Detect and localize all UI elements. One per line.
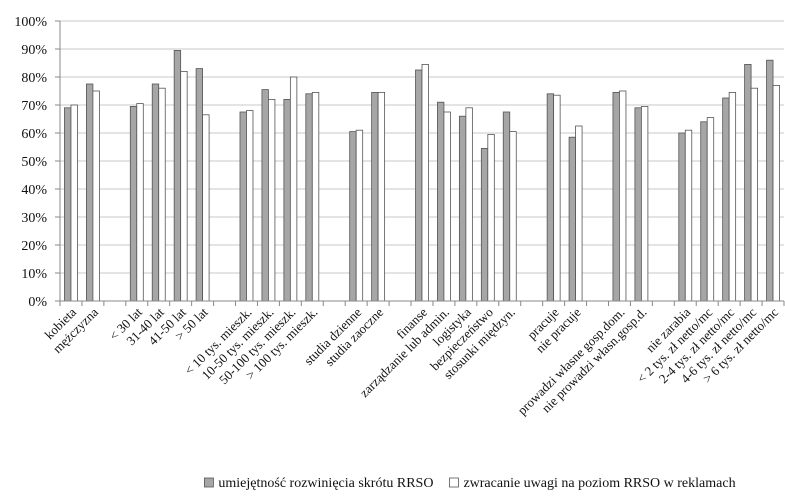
bar-rrso-ad-attention [772,85,780,302]
bar-rrso-expansion-knowledge [349,131,357,302]
legend: umiejętność rozwinięcia skrótu RRSO zwrac… [204,476,736,491]
bar-rrso-expansion-knowledge [546,93,555,302]
bar-rrso-ad-attention [246,110,254,302]
legend-item: zwracanie uwagi na poziom RRSO w reklama… [449,476,736,491]
bar-rrso-expansion-knowledge [371,92,379,302]
bar-rrso-ad-attention [684,129,693,302]
bar-rrso-ad-attention [158,87,166,302]
bar-rrso-ad-attention [268,99,276,302]
y-axis-tick-label: 80% [21,71,47,86]
bar-rrso-ad-attention [465,107,473,302]
bar-rrso-expansion-knowledge [634,107,642,302]
y-axis-tick-label: 40% [21,183,47,198]
bar-rrso-expansion-knowledge [480,147,489,302]
bar-rrso-ad-attention [136,103,144,302]
bar-rrso-ad-attention [421,64,429,302]
bar-rrso-expansion-knowledge [722,97,730,302]
bar-rrso-expansion-knowledge [766,59,774,302]
bar-rrso-expansion-knowledge [129,106,138,302]
bar-rrso-ad-attention [553,94,561,302]
bar-rrso-ad-attention [202,114,210,302]
legend-swatch [449,477,459,488]
y-axis-tick-label: 50% [21,155,47,170]
bar-rrso-ad-attention [575,125,583,302]
bar-rrso-expansion-knowledge [502,111,511,302]
bar-rrso-expansion-knowledge [612,92,620,302]
bar-rrso-expansion-knowledge [86,83,94,302]
bar-rrso-ad-attention [443,111,451,302]
bars [64,50,780,302]
legend-label: umiejętność rozwinięcia skrótu RRSO [218,476,433,491]
bar-rrso-expansion-knowledge [195,68,204,302]
bar-rrso-ad-attention [706,117,715,302]
bar-rrso-ad-attention [728,92,737,302]
y-axis-tick-label: 20% [21,239,47,254]
bar-rrso-expansion-knowledge [700,121,708,302]
bar-rrso-expansion-knowledge [261,89,269,302]
bar-rrso-expansion-knowledge [458,115,467,302]
bar-rrso-expansion-knowledge [283,99,291,302]
bar-rrso-ad-attention [180,71,188,302]
bar-rrso-ad-attention [619,90,627,302]
bar-rrso-ad-attention [92,90,100,302]
bar-rrso-ad-attention [509,131,517,302]
y-axis-tick-label: 70% [21,99,47,114]
bar-rrso-ad-attention [311,92,320,302]
bar-rrso-expansion-knowledge [415,69,423,302]
bar-rrso-ad-attention [289,76,298,302]
bar-rrso-ad-attention [70,104,78,302]
bar-rrso-ad-attention [487,133,495,302]
bar-rrso-ad-attention [355,129,364,302]
y-axis-tick-label: 30% [21,211,47,226]
y-axis-ticks [55,20,60,302]
legend-item: umiejętność rozwinięcia skrótu RRSO [204,476,433,491]
bar-rrso-expansion-knowledge [744,64,752,302]
bar-rrso-expansion-knowledge [64,107,72,302]
y-axis-tick-labels: 0% 10% 20% 30% 40% 50% 60% 70% 80% 90% 100% [14,15,47,310]
bar-rrso-ad-attention [750,87,758,302]
y-axis-tick-label: 90% [21,43,47,58]
bar-rrso-expansion-knowledge [239,111,247,302]
y-axis-tick-label: 100% [14,15,47,30]
bar-rrso-ad-attention [640,106,649,302]
bar-rrso-expansion-knowledge [678,132,686,302]
y-axis-tick-label: 60% [21,127,47,142]
y-axis-tick-label: 10% [21,267,47,282]
bar-rrso-ad-attention [377,92,386,302]
bar-rrso-expansion-knowledge [305,93,313,302]
bar-rrso-expansion-knowledge [568,136,576,302]
bar-rrso-expansion-knowledge [437,101,445,302]
legend-swatch [204,477,214,488]
y-axis-tick-label: 0% [28,295,47,310]
bar-rrso-expansion-knowledge [173,50,182,302]
legend-label: zwracanie uwagi na poziom RRSO w reklama… [463,476,735,491]
bar-rrso-expansion-knowledge [151,83,160,302]
axes [59,21,785,306]
